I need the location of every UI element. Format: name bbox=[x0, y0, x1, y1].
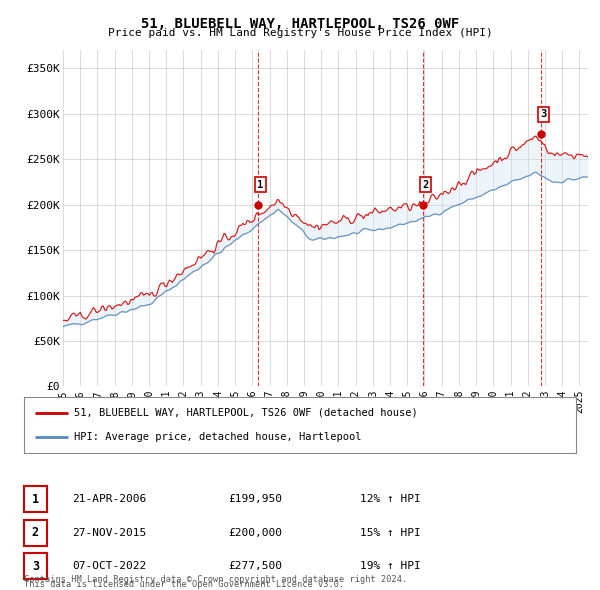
Text: 2: 2 bbox=[32, 526, 39, 539]
Text: This data is licensed under the Open Government Licence v3.0.: This data is licensed under the Open Gov… bbox=[24, 581, 344, 589]
Text: £199,950: £199,950 bbox=[228, 494, 282, 504]
Text: 3: 3 bbox=[32, 560, 39, 573]
Text: HPI: Average price, detached house, Hartlepool: HPI: Average price, detached house, Hart… bbox=[74, 432, 361, 442]
Text: 51, BLUEBELL WAY, HARTLEPOOL, TS26 0WF: 51, BLUEBELL WAY, HARTLEPOOL, TS26 0WF bbox=[141, 17, 459, 31]
Text: 21-APR-2006: 21-APR-2006 bbox=[72, 494, 146, 504]
Text: 12% ↑ HPI: 12% ↑ HPI bbox=[360, 494, 421, 504]
Text: 27-NOV-2015: 27-NOV-2015 bbox=[72, 528, 146, 537]
Text: 1: 1 bbox=[32, 493, 39, 506]
Text: 07-OCT-2022: 07-OCT-2022 bbox=[72, 562, 146, 571]
Text: 15% ↑ HPI: 15% ↑ HPI bbox=[360, 528, 421, 537]
Text: 1: 1 bbox=[257, 180, 263, 190]
Text: 3: 3 bbox=[541, 109, 547, 119]
Text: Contains HM Land Registry data © Crown copyright and database right 2024.: Contains HM Land Registry data © Crown c… bbox=[24, 575, 407, 584]
Text: 2: 2 bbox=[422, 180, 428, 189]
Text: £277,500: £277,500 bbox=[228, 562, 282, 571]
Text: 51, BLUEBELL WAY, HARTLEPOOL, TS26 0WF (detached house): 51, BLUEBELL WAY, HARTLEPOOL, TS26 0WF (… bbox=[74, 408, 418, 418]
Text: £200,000: £200,000 bbox=[228, 528, 282, 537]
Text: Price paid vs. HM Land Registry's House Price Index (HPI): Price paid vs. HM Land Registry's House … bbox=[107, 28, 493, 38]
Text: 19% ↑ HPI: 19% ↑ HPI bbox=[360, 562, 421, 571]
